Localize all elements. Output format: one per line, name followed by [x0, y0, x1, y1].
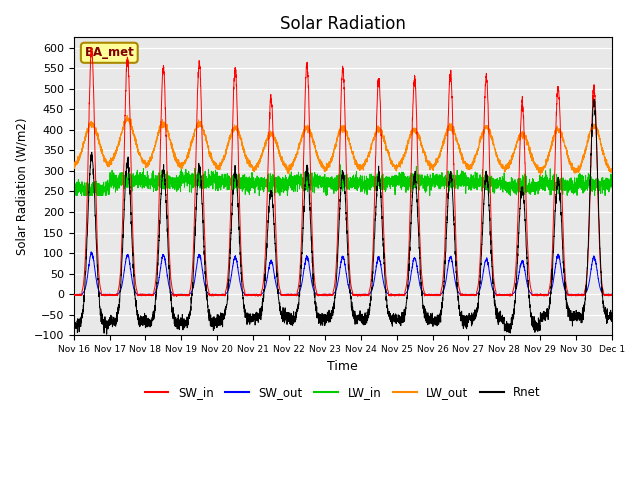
Title: Solar Radiation: Solar Radiation [280, 15, 406, 33]
Y-axis label: Solar Radiation (W/m2): Solar Radiation (W/m2) [15, 118, 28, 255]
Text: BA_met: BA_met [84, 46, 134, 59]
Legend: SW_in, SW_out, LW_in, LW_out, Rnet: SW_in, SW_out, LW_in, LW_out, Rnet [140, 382, 545, 404]
X-axis label: Time: Time [328, 360, 358, 372]
